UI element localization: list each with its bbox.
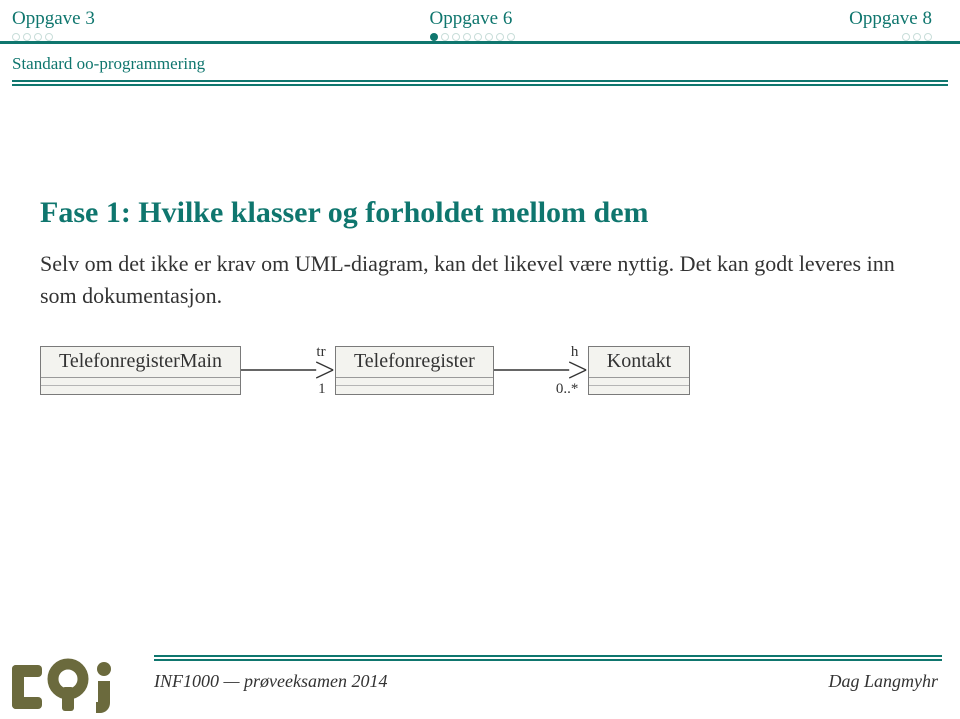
- nav-item-label: Oppgave 6: [430, 8, 513, 30]
- uml-class: Kontakt: [588, 346, 690, 395]
- progress-dot: [924, 33, 932, 41]
- slide-content: Fase 1: Hvilke klasser og forholdet mell…: [0, 86, 960, 395]
- progress-dot: [441, 33, 449, 41]
- uml-class-name: TelefonregisterMain: [41, 347, 240, 378]
- progress-dot: [452, 33, 460, 41]
- ifi-logo: [10, 657, 138, 713]
- uml-assoc-multiplicity: 1: [318, 381, 326, 398]
- uml-class-name: Telefonregister: [336, 347, 493, 378]
- nav-item[interactable]: Oppgave 8: [849, 8, 932, 41]
- progress-dot: [430, 33, 438, 41]
- progress-dot: [507, 33, 515, 41]
- progress-dot: [463, 33, 471, 41]
- footer-left: INF1000 — prøveeksamen 2014: [154, 671, 387, 692]
- footer-right: Dag Langmyhr: [828, 671, 938, 692]
- nav-item-label: Oppgave 8: [849, 8, 932, 30]
- uml-assoc-role: tr: [316, 344, 325, 361]
- uml-class: TelefonregisterMain: [40, 346, 241, 395]
- uml-assoc-role: h: [571, 344, 579, 361]
- uml-class-name: Kontakt: [589, 347, 689, 378]
- progress-dot: [902, 33, 910, 41]
- nav-item[interactable]: Oppgave 6: [430, 8, 515, 41]
- section-label: Standard oo-programmering: [0, 44, 960, 80]
- nav-progress-dots: [902, 33, 932, 41]
- uml-association: tr1: [241, 350, 335, 390]
- progress-dot: [474, 33, 482, 41]
- progress-dot: [12, 33, 20, 41]
- progress-dot: [23, 33, 31, 41]
- progress-dot: [485, 33, 493, 41]
- nav-progress-dots: [12, 33, 53, 41]
- nav-item[interactable]: Oppgave 3: [12, 8, 95, 41]
- uml-association: h0..*: [494, 350, 588, 390]
- header-nav: Oppgave 3 Oppgave 6 Oppgave 8: [0, 0, 960, 44]
- uml-diagram: TelefonregisterMaintr1Telefonregisterh0.…: [40, 346, 920, 395]
- uml-class: Telefonregister: [335, 346, 494, 395]
- slide-body: Selv om det ikke er krav om UML-diagram,…: [40, 248, 920, 312]
- progress-dot: [496, 33, 504, 41]
- progress-dot: [45, 33, 53, 41]
- footer-rule: [154, 655, 942, 661]
- slide-heading: Fase 1: Hvilke klasser og forholdet mell…: [40, 196, 920, 230]
- uml-assoc-multiplicity: 0..*: [556, 381, 579, 398]
- nav-progress-dots: [430, 33, 515, 41]
- nav-item-label: Oppgave 3: [12, 8, 95, 30]
- progress-dot: [34, 33, 42, 41]
- footer: INF1000 — prøveeksamen 2014 Dag Langmyhr: [0, 655, 960, 719]
- progress-dot: [913, 33, 921, 41]
